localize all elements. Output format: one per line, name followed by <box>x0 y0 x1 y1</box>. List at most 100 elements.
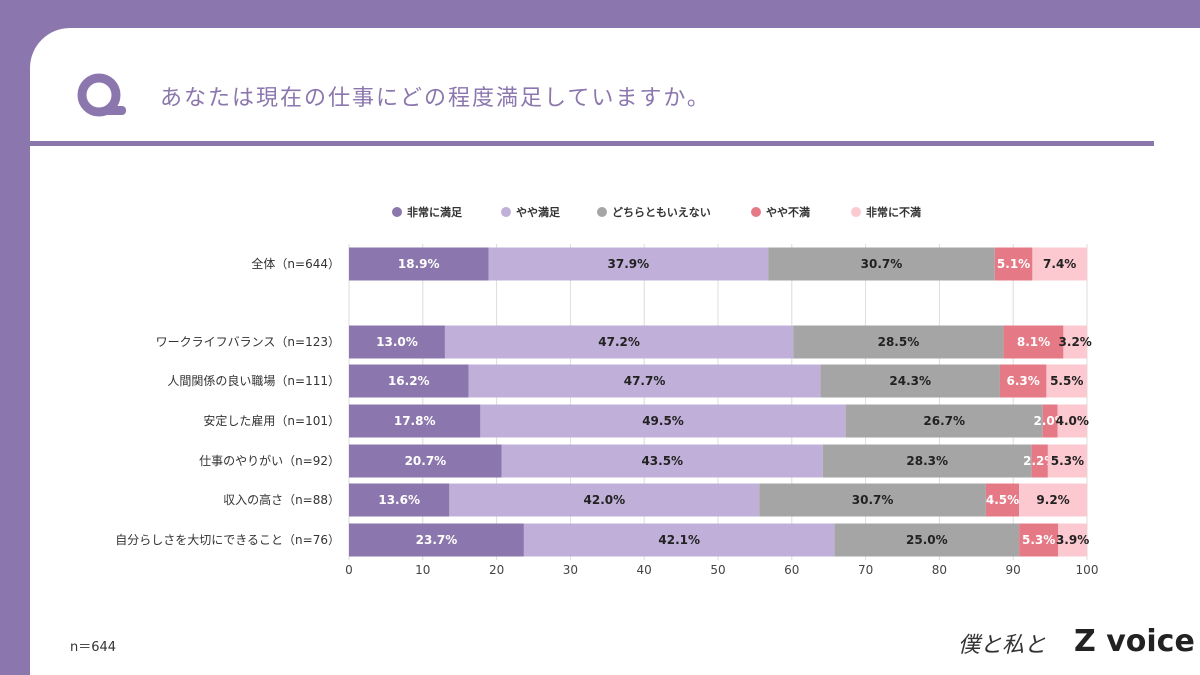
x-tick-label: 40 <box>637 563 652 577</box>
data-label: 25.0% <box>906 533 948 547</box>
bar-segment <box>1063 325 1087 359</box>
bar-segment <box>444 325 794 359</box>
bar-segment <box>845 404 1043 438</box>
bar-segment <box>349 444 502 478</box>
data-label: 47.2% <box>598 335 640 349</box>
legend-marker <box>751 207 761 217</box>
data-label: 24.3% <box>889 374 931 388</box>
legend-marker <box>392 207 402 217</box>
category-label: 人間関係の良い職場（n=111） <box>167 373 340 388</box>
data-label: 18.9% <box>398 257 440 271</box>
x-tick-label: 0 <box>345 563 353 577</box>
legend-label: どちらともいえない <box>612 206 711 219</box>
bar-segment <box>501 444 823 478</box>
legend-label: やや不満 <box>766 205 810 219</box>
x-tick-label: 90 <box>1006 563 1021 577</box>
legend-label: 非常に不満 <box>866 205 921 219</box>
data-label: 4.0% <box>1056 414 1089 428</box>
data-label: 28.5% <box>878 335 920 349</box>
data-label: 17.8% <box>394 414 436 428</box>
bar-segment <box>999 364 1047 398</box>
x-tick-label: 10 <box>415 563 430 577</box>
bar-segment <box>1031 444 1048 478</box>
bar-segment <box>1003 325 1064 359</box>
bar-segment <box>1058 523 1087 557</box>
bar-segment <box>349 523 524 557</box>
category-label: 全体（n=644） <box>251 256 340 271</box>
data-label: 5.5% <box>1050 374 1083 388</box>
data-label: 3.9% <box>1056 533 1089 547</box>
x-tick-label: 80 <box>932 563 947 577</box>
legend-label: 非常に満足 <box>407 205 463 219</box>
brand-logo: Z voice <box>1074 624 1195 659</box>
header-divider <box>30 141 1154 146</box>
category-label: 自分らしさを大切にできること（n=76） <box>115 533 340 547</box>
x-tick-label: 20 <box>489 563 504 577</box>
bar-segment <box>1019 523 1059 557</box>
bar-segment <box>822 444 1032 478</box>
data-label: 5.1% <box>997 257 1030 271</box>
bar-segment <box>1042 404 1058 438</box>
data-label: 43.5% <box>641 454 683 468</box>
bar-segment <box>349 483 450 517</box>
bar-segment <box>449 483 760 517</box>
bar-segment <box>480 404 846 438</box>
data-label: 28.3% <box>906 454 948 468</box>
data-label: 49.5% <box>642 414 684 428</box>
data-label: 5.3% <box>1022 533 1055 547</box>
bar-segment <box>349 247 489 281</box>
data-label: 20.7% <box>405 454 447 468</box>
data-label: 37.9% <box>608 257 650 271</box>
bar-segment <box>820 364 1000 398</box>
bar-segment <box>523 523 835 557</box>
category-label: 仕事のやりがい（n=92） <box>199 453 340 468</box>
bar-segment <box>793 325 1004 359</box>
bar-segment <box>985 483 1020 517</box>
x-tick-label: 100 <box>1076 563 1099 577</box>
x-tick-label: 60 <box>784 563 799 577</box>
category-label: 安定した雇用（n=101） <box>203 413 340 428</box>
data-label: 8.1% <box>1017 335 1050 349</box>
bar-segment <box>488 247 769 281</box>
bar-segment <box>1046 364 1087 398</box>
category-label: ワークライフバランス（n=123） <box>156 335 340 349</box>
bar-segment <box>1057 404 1087 438</box>
legend-marker <box>851 207 861 217</box>
data-label: 16.2% <box>388 374 430 388</box>
bar-segment <box>768 247 995 281</box>
x-tick-label: 70 <box>858 563 873 577</box>
bar-segment <box>994 247 1033 281</box>
category-label: 収入の高さ（n=88） <box>223 492 340 507</box>
bar-segment <box>349 364 469 398</box>
data-label: 7.4% <box>1043 257 1076 271</box>
brand-script-logo: 僕と私と <box>958 633 1047 658</box>
bar-segment <box>1032 247 1087 281</box>
bar-segment <box>1047 444 1087 478</box>
data-label: 23.7% <box>416 533 458 547</box>
data-label: 13.6% <box>378 493 420 507</box>
data-label: 30.7% <box>852 493 894 507</box>
bar-segment <box>349 325 445 359</box>
bar-segment <box>468 364 821 398</box>
data-label: 5.3% <box>1051 454 1084 468</box>
data-label: 30.7% <box>861 257 903 271</box>
x-tick-label: 30 <box>563 563 578 577</box>
data-label: 42.1% <box>658 533 700 547</box>
question-title: あなたは現在の仕事にどの程度満足していますか。 <box>160 86 711 111</box>
data-label: 3.2% <box>1059 335 1092 349</box>
bar-segment <box>834 523 1020 557</box>
legend-marker <box>597 207 607 217</box>
data-label: 42.0% <box>584 493 626 507</box>
sample-size-note: n＝644 <box>70 640 117 655</box>
data-label: 6.3% <box>1007 374 1040 388</box>
data-label: 4.5% <box>986 493 1019 507</box>
legend-label: やや満足 <box>516 205 561 219</box>
data-label: 13.0% <box>376 335 418 349</box>
data-label: 26.7% <box>923 414 965 428</box>
bar-segment <box>349 404 481 438</box>
data-label: 9.2% <box>1036 493 1069 507</box>
data-label: 47.7% <box>624 374 666 388</box>
bar-segment <box>1019 483 1087 517</box>
legend-marker <box>501 207 511 217</box>
